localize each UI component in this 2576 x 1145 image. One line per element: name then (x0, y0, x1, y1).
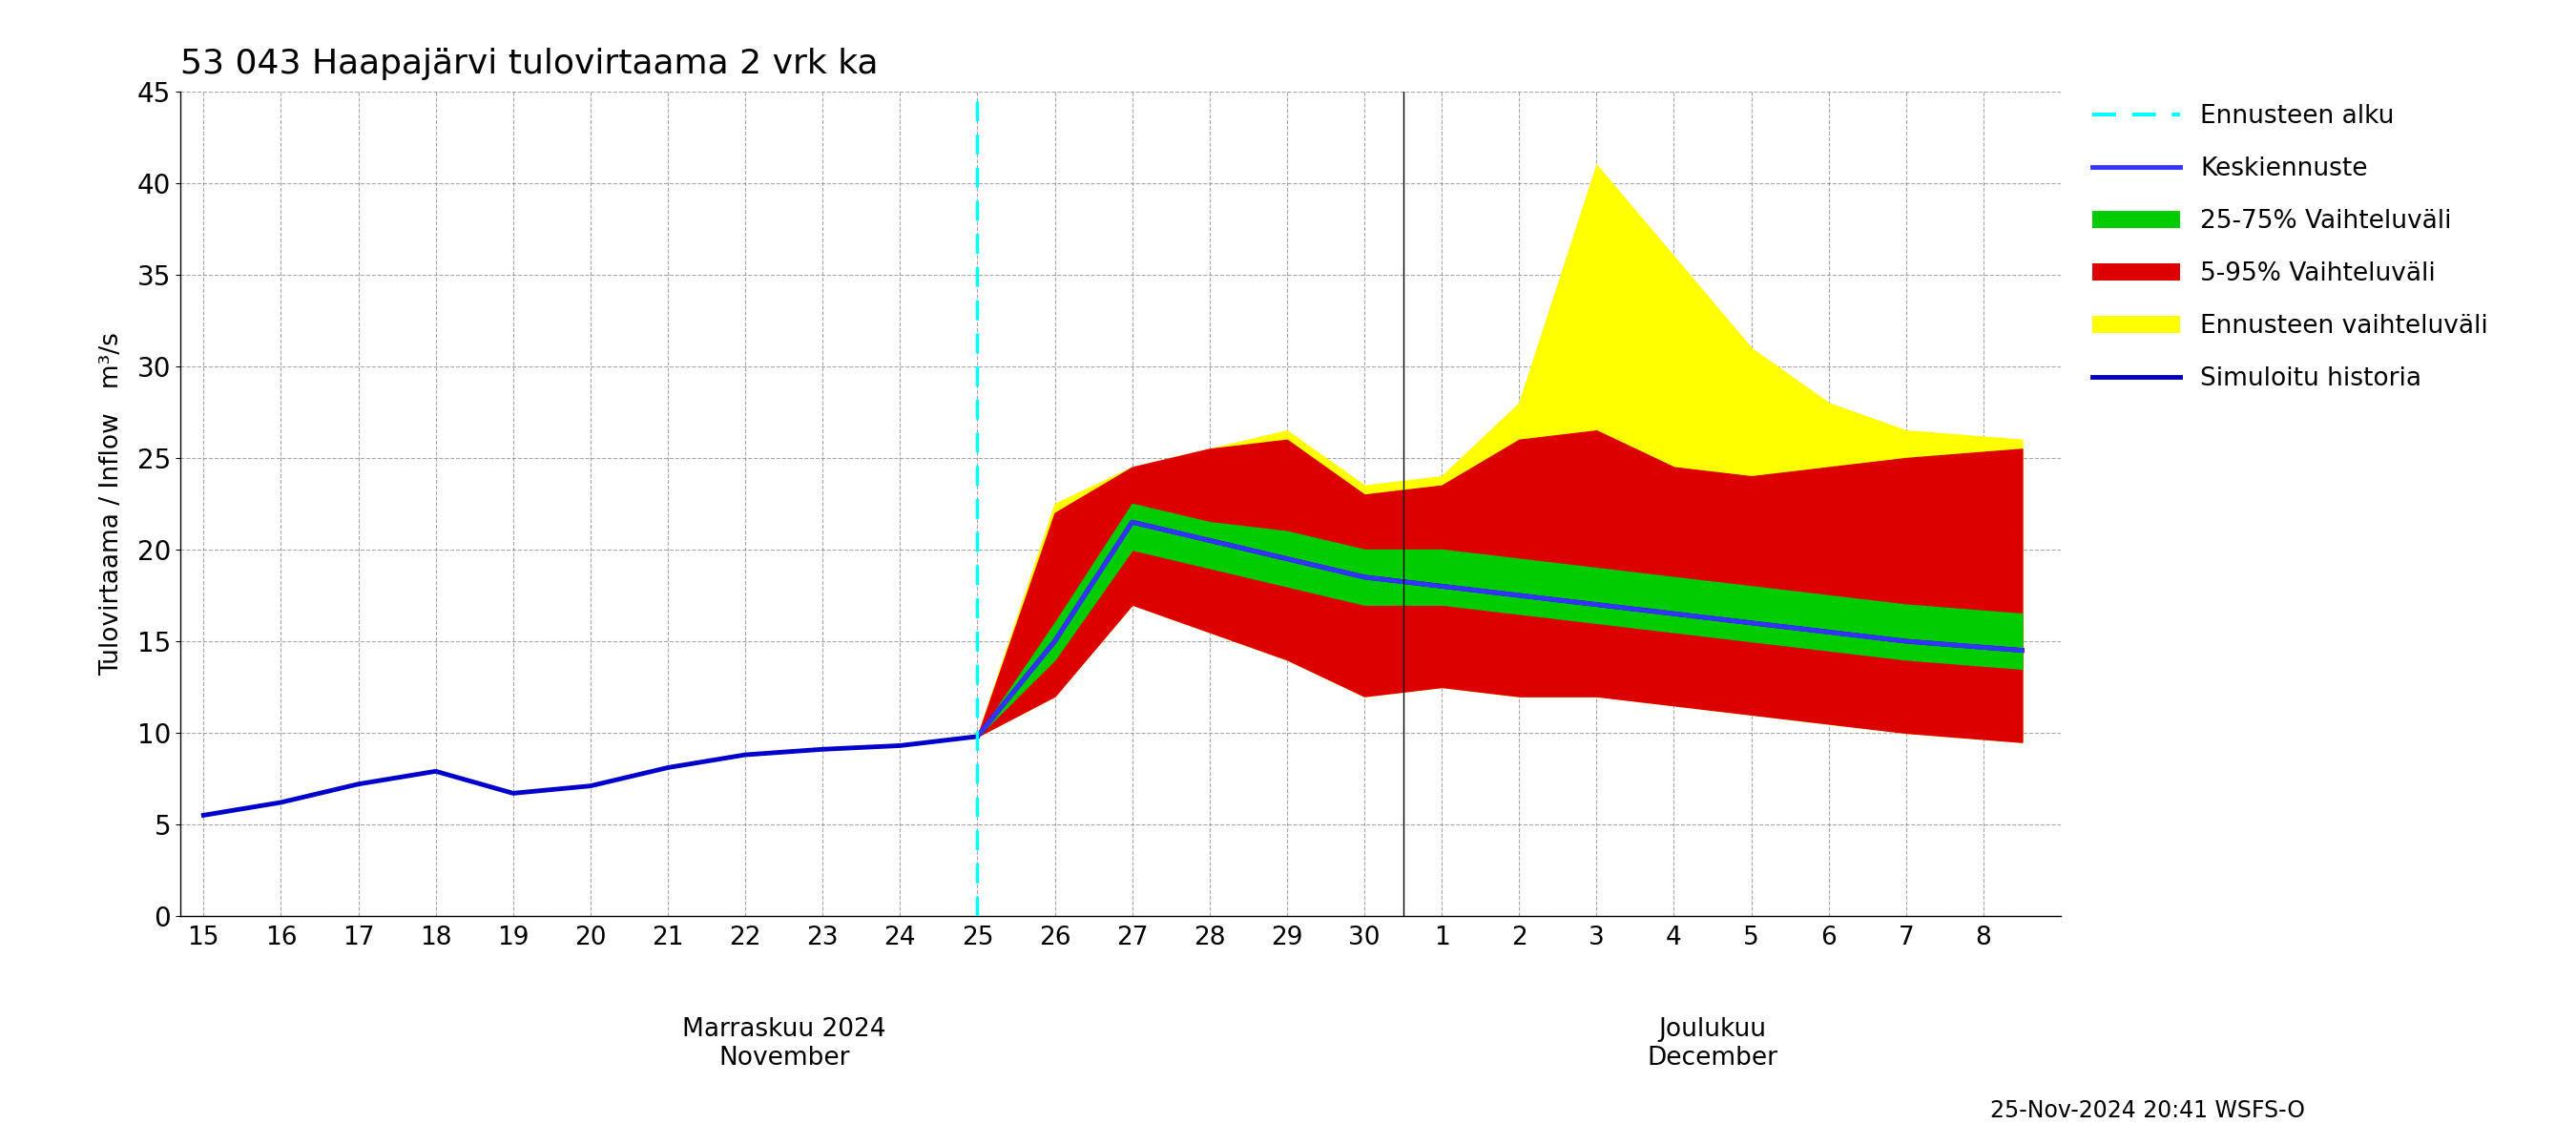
Text: 25-Nov-2024 20:41 WSFS-O: 25-Nov-2024 20:41 WSFS-O (1991, 1099, 2306, 1122)
Text: Joulukuu
December: Joulukuu December (1646, 1017, 1777, 1071)
Text: 53 043 Haapajärvi tulovirtaama 2 vrk ka: 53 043 Haapajärvi tulovirtaama 2 vrk ka (180, 47, 878, 80)
Legend: Ennusteen alku, Keskiennuste, 25-75% Vaihteluväli, 5-95% Vaihteluväli, Ennusteen: Ennusteen alku, Keskiennuste, 25-75% Vai… (2092, 104, 2488, 392)
Text: Marraskuu 2024
November: Marraskuu 2024 November (683, 1017, 886, 1071)
Y-axis label: Tulovirtaama / Inflow   m³/s: Tulovirtaama / Inflow m³/s (98, 332, 124, 676)
